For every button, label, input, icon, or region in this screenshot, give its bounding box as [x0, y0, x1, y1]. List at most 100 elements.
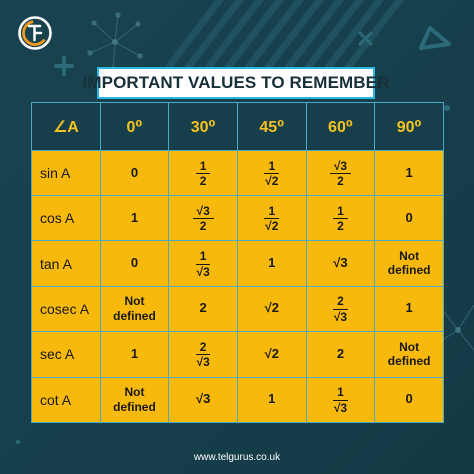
table-cell: 1	[374, 285, 444, 333]
cell-value: 0	[130, 164, 139, 180]
values-table-container: ∠A 0⁰ 30⁰ 45⁰ 60⁰ 90⁰ sin A 0 1 2 1 √2 √3 2 1 cos…	[31, 102, 444, 424]
row-label-sec-a: sec A	[31, 331, 101, 378]
fraction-denominator: 2	[199, 219, 207, 234]
table-cell: √2	[236, 285, 307, 333]
triangle-icon	[419, 26, 451, 50]
cell-value: √3	[195, 391, 211, 407]
row-label-cos-a: cos A	[31, 195, 101, 242]
column-header-45-degrees: 45⁰	[236, 102, 307, 151]
cell-value: 1	[405, 300, 413, 316]
table-cell: 1 √2	[236, 195, 307, 242]
table-cell: 2 √3	[305, 285, 376, 333]
table-cell: √3	[305, 240, 376, 287]
fraction-denominator: √2	[265, 174, 279, 189]
title-banner: IMPORTANT VALUES TO REMEMBER	[83, 67, 389, 99]
table-cell: 1	[236, 240, 307, 287]
fraction-denominator: √3	[196, 355, 210, 370]
column-header-60-degrees: 60⁰	[305, 102, 376, 151]
table-cell: √3 2	[168, 195, 238, 242]
table-cell: Not defined	[99, 376, 170, 424]
table-row-sec-a: sec A 1 2 √3 √2 2 Not defined	[31, 331, 444, 378]
row-label-cot-a: cot A	[31, 376, 101, 424]
fraction-denominator: 2	[337, 174, 344, 189]
network-icon	[87, 12, 143, 72]
fraction-numerator: 1	[195, 159, 211, 175]
plus-icon	[54, 56, 74, 76]
fraction-denominator: √3	[333, 309, 348, 324]
fraction-numerator: 1	[333, 386, 348, 401]
row-label-cosec-a: cosec A	[31, 285, 101, 333]
table-cell: 0	[374, 376, 444, 424]
cell-value: 1	[130, 345, 139, 361]
table-cell: 1 √3	[168, 240, 238, 287]
fraction-denominator: √3	[196, 264, 210, 279]
fraction-denominator: √3	[333, 400, 348, 415]
fraction-numerator: 1	[195, 250, 211, 265]
table-cell: Not defined	[99, 285, 170, 333]
table-cell: 0	[99, 149, 170, 197]
fraction-denominator: √2	[265, 219, 279, 234]
row-label-sin-a: sin A	[31, 149, 101, 197]
table-cell: 0	[374, 195, 444, 242]
fraction-value: 1 √2	[261, 159, 282, 189]
cell-value: √3	[333, 255, 348, 271]
table-cell: 2	[305, 331, 376, 378]
cell-value: 0	[130, 255, 139, 271]
fraction-numerator: 2	[333, 295, 348, 310]
column-header-angle: ∠A	[31, 102, 101, 151]
table-cell: √2	[236, 331, 307, 378]
fraction-value: √3 2	[192, 205, 214, 234]
telgurus-logo-mark	[18, 16, 52, 50]
fraction-value: 2 √3	[193, 341, 214, 369]
table-cell: 1	[99, 195, 170, 242]
fraction-numerator: √3	[192, 205, 214, 220]
table-row-cot-a: cot A Not defined √3 1 1 √3 0	[31, 376, 444, 424]
row-label-tan-a: tan A	[31, 240, 101, 287]
column-header-0-degrees: 0⁰	[99, 102, 170, 151]
table-body: sin A 0 1 2 1 √2 √3 2 1 cos A 1 √3 2 1 √2 1 2 0 tan A 0 1 √3 1…	[31, 149, 444, 424]
table-cell: 2	[168, 285, 238, 333]
table-row-sin-a: sin A 0 1 2 1 √2 √3 2 1	[31, 149, 444, 197]
fraction-value: 1 √3	[193, 250, 214, 278]
cell-value: Not defined	[113, 294, 156, 323]
column-header-90-degrees: 90⁰	[374, 102, 444, 151]
cell-value: 1	[268, 391, 276, 407]
website-footer: www.telgurus.co.uk	[0, 452, 474, 463]
cell-value: 0	[405, 209, 413, 225]
cell-value: 2	[199, 300, 207, 316]
table-cell: 1 √3	[305, 376, 376, 424]
fraction-denominator: 2	[337, 219, 344, 234]
table-cell: √3	[168, 376, 238, 424]
x-icon	[358, 31, 373, 46]
trig-values-table: ∠A 0⁰ 30⁰ 45⁰ 60⁰ 90⁰ sin A 0 1 2 1 √2 √3 2 1 cos…	[31, 102, 444, 424]
column-header-30-degrees: 30⁰	[168, 102, 238, 151]
table-cell: 1	[374, 149, 444, 197]
cell-value: Not defined	[387, 248, 431, 278]
page-title: IMPORTANT VALUES TO REMEMBER	[82, 73, 390, 92]
fraction-value: 2 √3	[330, 295, 351, 323]
table-cell: √3 2	[305, 149, 376, 197]
fraction-value: √3 2	[329, 159, 352, 189]
table-row-cosec-a: cosec A Not defined 2 √2 2 √3 1	[31, 285, 444, 333]
cell-value: √2	[264, 345, 279, 361]
table-cell: 0	[99, 240, 170, 287]
table-header-row: ∠A 0⁰ 30⁰ 45⁰ 60⁰ 90⁰	[31, 102, 444, 151]
cell-value: 1	[405, 164, 413, 180]
cell-value: 2	[336, 345, 345, 361]
table-cell: Not defined	[374, 240, 444, 287]
fraction-numerator: √3	[329, 159, 352, 175]
table-cell: 1	[236, 376, 307, 424]
fraction-numerator: 2	[195, 341, 211, 356]
table-cell: 2 √3	[168, 331, 238, 378]
table-cell: 1 √2	[236, 149, 307, 197]
cell-value: 1	[268, 255, 276, 271]
table-cell: 1	[99, 331, 170, 378]
table-row-cos-a: cos A 1 √3 2 1 √2 1 2 0	[31, 195, 444, 242]
cell-value: 1	[130, 209, 139, 225]
cell-value: √2	[264, 300, 279, 316]
fraction-value: 1 √3	[330, 386, 351, 414]
